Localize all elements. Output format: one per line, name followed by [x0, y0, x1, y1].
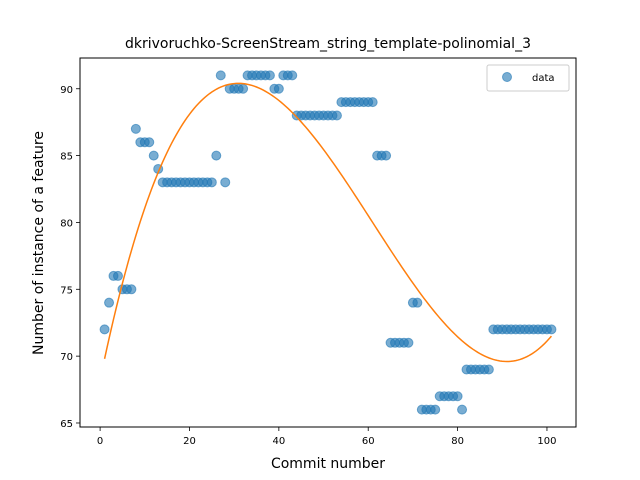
fit-curve — [103, 82, 552, 363]
data-point — [457, 404, 468, 415]
legend-label-data: data — [532, 73, 555, 84]
x-axis: 0 20 40 60 80 100 — [97, 427, 557, 447]
y-tick-label: 80 — [60, 218, 73, 229]
x-axis-label: Commit number — [271, 456, 385, 472]
data-point — [130, 123, 141, 134]
data-point — [483, 364, 494, 375]
data-point — [144, 137, 155, 148]
data-point — [381, 150, 392, 161]
data-point — [104, 297, 115, 308]
y-tick-label: 90 — [60, 85, 73, 96]
data-point — [403, 337, 414, 348]
y-tick-label: 85 — [60, 152, 73, 163]
x-tick-label: 40 — [272, 436, 285, 447]
data-point — [112, 270, 123, 281]
y-axis-label: Number of instance of a feature — [31, 131, 47, 355]
data-point — [148, 150, 159, 161]
y-axis: 65 70 75 80 85 90 — [60, 85, 80, 430]
x-tick-label: 0 — [97, 436, 103, 447]
x-tick-label: 100 — [537, 436, 556, 447]
data-point — [126, 284, 137, 295]
data-point — [273, 83, 284, 94]
legend-box — [486, 64, 570, 92]
data-point — [264, 70, 275, 81]
data-point — [412, 297, 423, 308]
y-tick-label: 75 — [60, 285, 73, 296]
data-point — [367, 97, 378, 108]
x-tick-label: 20 — [183, 436, 196, 447]
data-point — [546, 324, 557, 335]
data-point — [99, 324, 110, 335]
x-tick-label: 60 — [362, 436, 375, 447]
y-tick-label: 70 — [60, 352, 73, 363]
data-point — [215, 70, 226, 81]
data-point — [452, 391, 463, 402]
y-tick-label: 65 — [60, 419, 73, 430]
chart-title: dkrivoruchko-ScreenStream_string_templat… — [125, 36, 531, 52]
data-point — [331, 110, 342, 121]
data-point — [211, 150, 222, 161]
data-point — [220, 177, 231, 188]
x-tick-label: 80 — [451, 436, 464, 447]
plot-area — [99, 70, 557, 415]
data-point — [206, 177, 217, 188]
data-point — [238, 83, 249, 94]
plot-frame — [79, 57, 577, 428]
legend-marker-data — [502, 72, 512, 82]
data-point — [430, 404, 441, 415]
data-point — [287, 70, 298, 81]
legend: data — [486, 64, 570, 92]
